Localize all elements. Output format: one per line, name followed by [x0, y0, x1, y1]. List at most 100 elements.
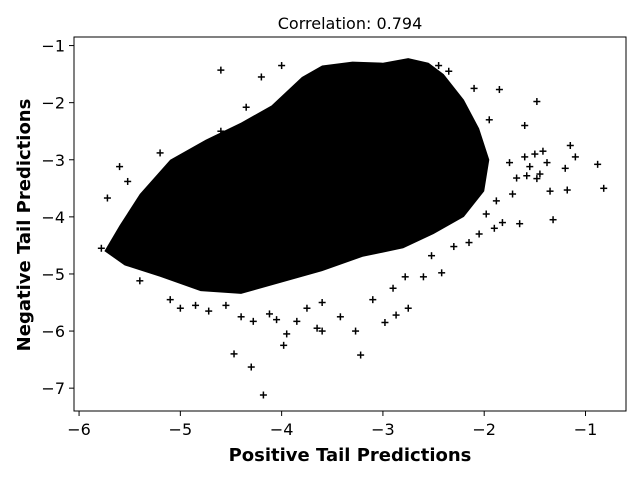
x-axis-label: Positive Tail Predictions	[229, 445, 472, 466]
scatter-point	[278, 62, 286, 70]
scatter-point	[389, 284, 397, 292]
scatter-point	[465, 239, 473, 247]
scatter-point	[259, 391, 267, 399]
scatter-point	[230, 350, 238, 358]
scatter-point	[594, 160, 602, 168]
scatter-point	[97, 244, 105, 252]
scatter-point	[435, 62, 443, 70]
x-tick-label: −5	[169, 420, 193, 439]
scatter-point	[124, 177, 132, 185]
scatter-point	[237, 313, 245, 321]
scatter-point	[392, 311, 400, 319]
scatter-point	[257, 73, 265, 81]
y-tick-label: −6	[41, 322, 65, 341]
scatter-point	[131, 212, 139, 220]
scatter-point	[450, 243, 458, 251]
scatter-point	[531, 150, 539, 158]
scatter-point	[303, 304, 311, 312]
scatter-point	[438, 269, 446, 277]
scatter-point	[217, 127, 225, 135]
x-tick-label: −3	[371, 420, 395, 439]
scatter-point	[475, 230, 483, 238]
scatter-point	[506, 159, 514, 167]
scatter-point	[571, 153, 579, 161]
scatter-point	[103, 194, 111, 202]
chart-title: Correlation: 0.794	[278, 14, 423, 33]
x-tick-label: −2	[472, 420, 496, 439]
y-tick-label: −1	[41, 37, 65, 56]
y-tick-label: −5	[41, 265, 65, 284]
scatter-point	[428, 252, 436, 260]
scatter-point	[249, 317, 257, 325]
scatter-point	[521, 122, 529, 130]
scatter-point	[401, 273, 409, 281]
scatter-point	[546, 187, 554, 195]
scatter-point	[485, 116, 493, 124]
y-axis-label: Negative Tail Predictions	[14, 99, 35, 352]
scatter-point	[293, 317, 301, 325]
scatter-point	[176, 304, 184, 312]
scatter-point	[318, 299, 326, 307]
scatter-point	[381, 318, 389, 326]
scatter-point	[526, 163, 534, 171]
scatter-point	[419, 273, 427, 281]
y-tick-label: −2	[41, 94, 65, 113]
scatter-point	[357, 351, 365, 359]
scatter-point	[280, 341, 288, 349]
scatter-point	[482, 210, 490, 218]
scatter-point	[217, 66, 225, 74]
plot-frame	[73, 36, 627, 412]
scatter-point	[533, 98, 541, 106]
scatter-point	[521, 153, 529, 161]
scatter-point	[404, 304, 412, 312]
scatter-point	[166, 296, 174, 304]
scatter-point	[352, 327, 360, 335]
scatter-point	[445, 67, 453, 75]
scatter-point	[563, 186, 571, 194]
scatter-point	[536, 170, 544, 178]
scatter-point	[600, 184, 608, 192]
scatter-point	[369, 296, 377, 304]
scatter-point	[151, 179, 159, 187]
scatter-point	[156, 149, 164, 157]
y-tick-label: −7	[41, 379, 65, 398]
scatter-point	[492, 197, 500, 205]
scatter-point	[516, 220, 524, 228]
scatter-point	[533, 175, 541, 183]
x-axis-ticks: −6 −5 −4 −3 −2 −1	[67, 411, 597, 439]
y-tick-label: −4	[41, 208, 65, 227]
scatter-point	[455, 96, 463, 104]
scatter-point	[523, 172, 531, 180]
y-axis-ticks: −7 −6 −5 −4 −3 −2 −1	[41, 37, 74, 398]
scatter-point	[495, 86, 503, 94]
scatter-point	[470, 84, 478, 92]
dense-point-cloud	[104, 58, 490, 294]
scatter-point	[566, 141, 574, 149]
scatter-point	[222, 301, 230, 309]
scatter-point	[539, 147, 547, 155]
scatter-point	[247, 363, 255, 371]
scatter-point	[509, 190, 517, 198]
scatter-points	[97, 62, 608, 399]
scatter-point	[265, 310, 273, 318]
scatter-point	[283, 330, 291, 338]
scatter-point	[205, 307, 213, 315]
scatter-point	[336, 313, 344, 321]
scatter-point	[490, 224, 498, 232]
scatter-point	[549, 216, 557, 224]
x-tick-label: −6	[67, 420, 91, 439]
scatter-point	[318, 327, 326, 335]
scatter-point	[313, 324, 321, 332]
scatter-point	[498, 219, 506, 227]
x-tick-label: −1	[574, 420, 598, 439]
plot-area	[97, 58, 608, 399]
scatter-point	[543, 159, 551, 167]
scatter-point	[192, 301, 200, 309]
scatter-point	[513, 174, 521, 182]
scatter-point	[136, 277, 144, 285]
scatter-point	[561, 164, 569, 172]
scatter-point	[116, 163, 124, 171]
scatter-point	[242, 103, 250, 111]
y-tick-label: −3	[41, 151, 65, 170]
